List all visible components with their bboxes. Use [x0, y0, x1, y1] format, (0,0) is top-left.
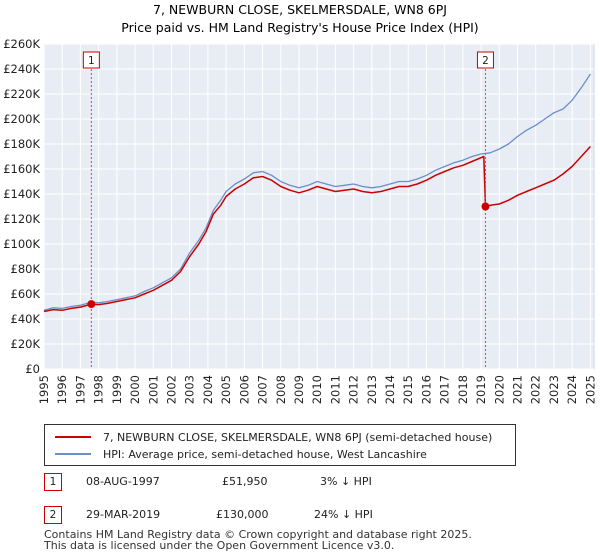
x-tick-label: 2023 — [547, 375, 561, 404]
y-tick-label: £20K — [11, 337, 41, 351]
x-tick-label: 2001 — [146, 375, 160, 404]
x-tick-label: 2005 — [219, 375, 233, 404]
x-tick-label: 2010 — [310, 375, 324, 404]
x-tick-label: 2011 — [328, 375, 342, 404]
y-tick-label: £180K — [3, 137, 40, 151]
annotation-label: 1 — [88, 55, 95, 67]
x-tick-label: 1996 — [55, 375, 69, 404]
x-tick-label: 2017 — [438, 375, 452, 404]
legend-swatch-hpi — [55, 453, 91, 455]
x-tick-label: 2006 — [237, 375, 251, 404]
x-tick-label: 2014 — [383, 375, 397, 404]
y-tick-label: £220K — [3, 87, 40, 101]
y-tick-label: £60K — [11, 287, 41, 301]
x-tick-label: 2024 — [565, 375, 579, 404]
sale-point-marker — [481, 202, 490, 211]
y-tick-label: £200K — [3, 112, 40, 126]
y-tick-label: £160K — [3, 162, 40, 176]
transaction-date: 29-MAR-2019 — [86, 508, 161, 521]
annotation-box — [476, 51, 494, 69]
x-tick-label: 2015 — [401, 375, 415, 404]
chart-legend: 7, NEWBURN CLOSE, SKELMERSDALE, WN8 6PJ … — [44, 424, 516, 466]
sale-point-marker — [87, 300, 96, 309]
x-tick-label: 1999 — [110, 375, 124, 404]
grid-lines — [43, 43, 594, 370]
transaction-date: 08-AUG-1997 — [86, 475, 160, 488]
x-tick-label: 2000 — [128, 375, 142, 404]
x-tick-label: 2022 — [529, 375, 543, 404]
annotation-box — [82, 51, 100, 69]
legend-label-hpi: HPI: Average price, semi-detached house,… — [103, 447, 427, 461]
legend-entry-hpi: HPI: Average price, semi-detached house,… — [55, 446, 427, 462]
x-tick-label: 1995 — [37, 375, 51, 404]
y-tick-label: £80K — [11, 262, 41, 276]
x-tick-label: 1997 — [73, 375, 87, 404]
hpi-line — [43, 73, 591, 311]
x-tick-label: 2016 — [419, 375, 433, 404]
series-layer — [43, 73, 591, 313]
transaction-hpi-diff: 24% ↓ HPI — [314, 508, 373, 521]
x-tick-label: 2019 — [474, 375, 488, 404]
x-tick-label: 2004 — [201, 375, 215, 404]
footer-attribution: Contains HM Land Registry data © Crown c… — [44, 529, 472, 551]
y-tick-label: £0 — [25, 362, 40, 376]
y-tick-label: £40K — [11, 312, 41, 326]
x-tick-label: 2013 — [365, 375, 379, 404]
x-tick-label: 2025 — [583, 375, 597, 404]
x-tick-label: 2008 — [274, 375, 288, 404]
plot-area — [43, 43, 595, 370]
x-axis-ticks: 1995 1996 1997 1998 1999 2000 2001 2002 2003 2004… — [37, 375, 597, 404]
x-tick-label: 2002 — [164, 375, 178, 404]
y-axis-ticks: £0 £20K £40K £60K £80K £100K £120K £140K £160K £1… — [3, 37, 40, 376]
x-tick-label: 2020 — [492, 375, 506, 404]
annotation-label: 2 — [482, 55, 489, 67]
transaction-price: £130,000 — [216, 508, 269, 521]
chart-subtitle: Price paid vs. HM Land Registry's House … — [121, 20, 478, 35]
y-tick-label: £140K — [3, 187, 40, 201]
y-tick-label: £260K — [3, 37, 40, 51]
chart-title: 7, NEWBURN CLOSE, SKELMERSDALE, WN8 6PJ — [153, 2, 447, 17]
legend-swatch-property — [55, 436, 91, 438]
transaction-hpi-diff: 3% ↓ HPI — [320, 475, 372, 488]
x-tick-label: 2018 — [456, 375, 470, 404]
y-tick-label: £120K — [3, 212, 40, 226]
transaction-price: £51,950 — [222, 475, 268, 488]
x-tick-label: 2003 — [183, 375, 197, 404]
x-tick-label: 1998 — [92, 375, 106, 404]
transaction-marker: 2 — [44, 506, 62, 524]
y-tick-label: £100K — [3, 237, 40, 251]
x-tick-label: 2012 — [347, 375, 361, 404]
x-tick-label: 2007 — [256, 375, 270, 404]
legend-entry-property: 7, NEWBURN CLOSE, SKELMERSDALE, WN8 6PJ … — [55, 429, 492, 445]
price-chart: 7, NEWBURN CLOSE, SKELMERSDALE, WN8 6PJ … — [3, 2, 597, 404]
x-tick-label: 2009 — [292, 375, 306, 404]
footer-line-2: This data is licensed under the Open Gov… — [44, 539, 395, 552]
footer-line-1: Contains HM Land Registry data © Crown c… — [44, 528, 472, 541]
y-tick-label: £240K — [3, 62, 40, 76]
property-price-line — [43, 145, 591, 313]
x-tick-label: 2021 — [511, 375, 525, 404]
legend-label-property: 7, NEWBURN CLOSE, SKELMERSDALE, WN8 6PJ … — [103, 430, 493, 444]
transaction-marker: 1 — [44, 473, 62, 491]
